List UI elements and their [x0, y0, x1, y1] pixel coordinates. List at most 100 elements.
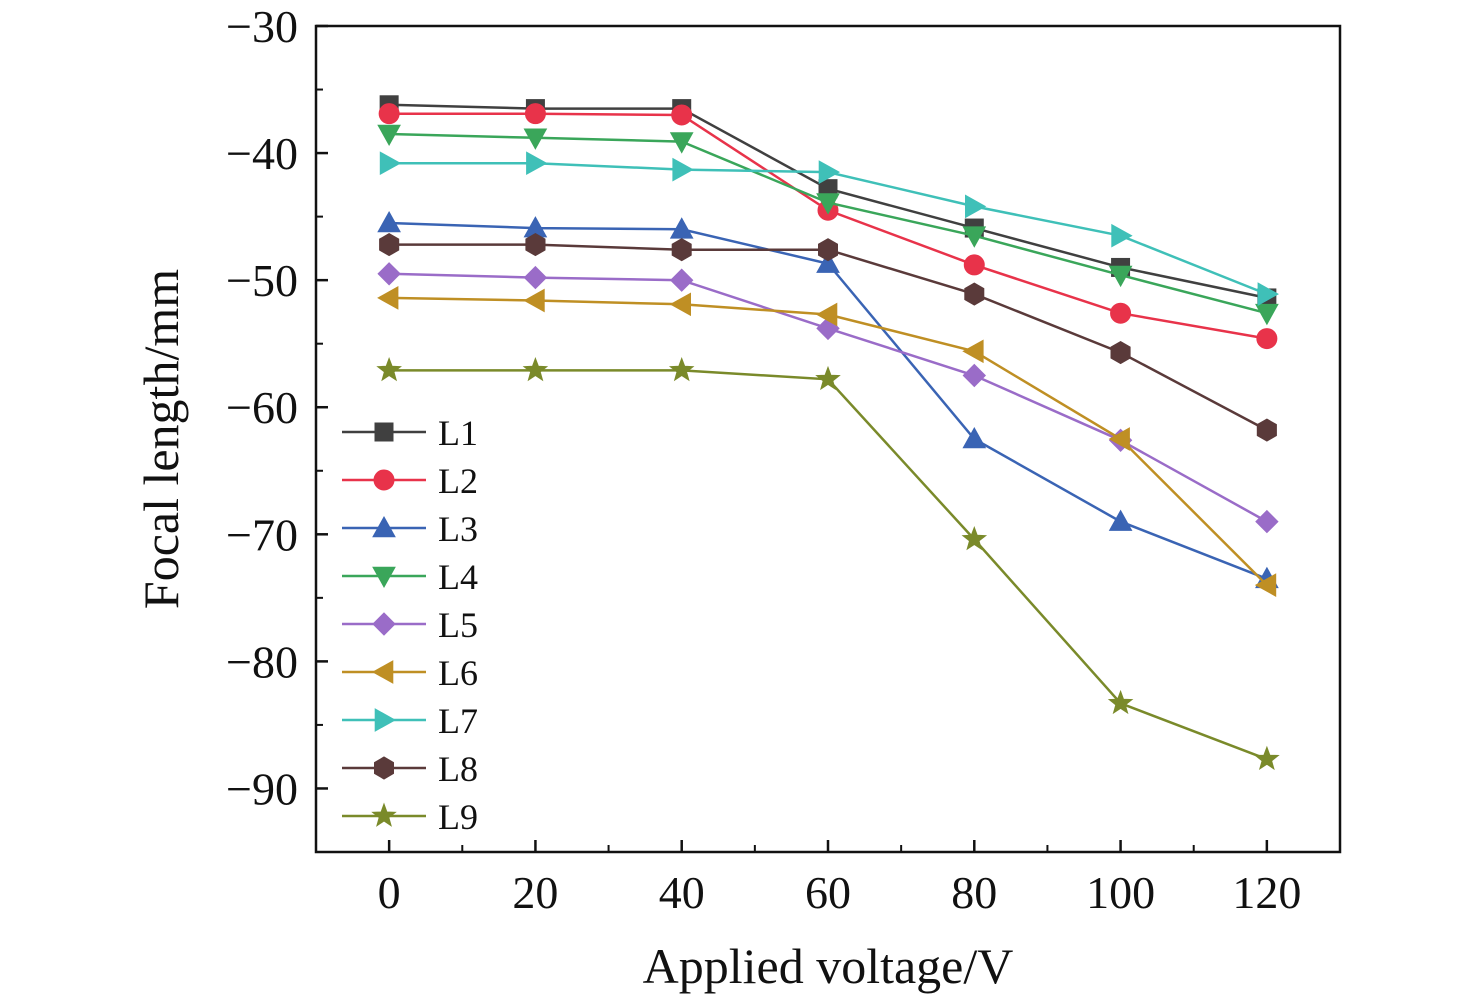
legend-label: L3 [438, 509, 478, 549]
data-point-L2 [963, 254, 985, 276]
data-point-L9 [668, 356, 695, 382]
series-L3 [377, 210, 1279, 589]
data-point-L2 [524, 103, 546, 125]
data-point-L7 [379, 151, 402, 176]
legend-item-L3: L3 [342, 509, 478, 549]
y-tick-label: −90 [226, 763, 298, 814]
legend-label: L5 [438, 605, 478, 645]
data-point-L9 [376, 356, 402, 382]
legend-item-L6: L6 [342, 653, 478, 693]
data-point-L9 [961, 525, 988, 551]
data-point-L9 [1107, 689, 1134, 715]
data-point-L3 [816, 251, 840, 273]
data-point-L8 [525, 233, 546, 257]
data-point-L2 [671, 104, 693, 126]
data-point-L6 [377, 286, 399, 310]
legend-item-L1: L1 [342, 413, 478, 453]
legend-item-L9: L9 [342, 797, 478, 837]
data-point-L7 [526, 151, 548, 176]
y-tick-label: −60 [226, 382, 298, 433]
data-point-L5 [1255, 509, 1279, 534]
legend-marker [371, 802, 397, 827]
x-tick-label: 40 [659, 867, 705, 918]
data-point-L6 [1254, 573, 1277, 597]
data-point-L2 [1256, 328, 1278, 350]
legend-marker [374, 708, 397, 732]
data-point-L7 [1257, 282, 1279, 306]
legend-marker [372, 566, 396, 589]
data-point-L7 [965, 194, 987, 219]
series-L4 [377, 124, 1279, 326]
y-tick-label: −30 [226, 1, 298, 52]
x-tick-label: 120 [1232, 867, 1301, 918]
data-point-L9 [522, 356, 549, 382]
data-point-L4 [669, 132, 694, 154]
data-point-L8 [379, 233, 400, 257]
data-point-L6 [1108, 427, 1130, 451]
legend-marker [372, 515, 396, 538]
data-point-L6 [523, 288, 545, 313]
data-point-L5 [962, 363, 987, 388]
legend-item-L4: L4 [342, 557, 478, 597]
y-tick-label: −40 [226, 128, 298, 179]
y-tick-label: −70 [226, 509, 298, 560]
series-L8 [379, 233, 1277, 442]
data-point-L8 [964, 282, 985, 306]
data-point-L8 [671, 238, 692, 262]
legend-item-L2: L2 [342, 461, 478, 501]
legend-item-L8: L8 [342, 749, 478, 789]
data-point-L7 [1111, 223, 1133, 248]
x-axis-title: Applied voltage/V [643, 938, 1014, 994]
x-tick-label: 60 [805, 867, 851, 918]
data-point-L4 [1108, 265, 1133, 288]
series-L9 [376, 356, 1280, 771]
data-point-L3 [377, 210, 401, 233]
legend-marker [372, 612, 396, 636]
series-L6 [377, 286, 1277, 597]
legend-marker [374, 422, 394, 442]
legend-label: L1 [438, 413, 478, 453]
series-line-L9 [389, 369, 1268, 761]
data-point-L7 [818, 160, 841, 184]
data-point-L8 [1110, 341, 1131, 365]
legend-label: L6 [438, 653, 478, 693]
legend-marker [371, 660, 394, 684]
data-point-L5 [377, 262, 401, 286]
y-tick-label: −80 [226, 636, 298, 687]
legend-marker [374, 756, 394, 780]
axis-ticks: 0 20 40 60 80 100 120 −30 −40 −50 −60 −70 −80 −90 [226, 1, 1341, 918]
series-line-L2 [389, 112, 1268, 340]
data-point-L4 [377, 124, 401, 147]
y-tick-label: −50 [226, 255, 298, 306]
data-point-L3 [1108, 509, 1133, 531]
data-point-L2 [1110, 302, 1132, 324]
x-tick-label: 20 [512, 867, 558, 918]
data-point-L2 [378, 103, 400, 125]
y-axis-title: Focal length/mm [133, 269, 189, 609]
data-point-L4 [523, 128, 548, 150]
legend-label: L9 [438, 797, 478, 837]
legend-label: L8 [438, 749, 478, 789]
legend: L1 L2 L3 L4 L5 L6 L7 L8 L9 [342, 413, 478, 837]
x-tick-label: 80 [951, 867, 997, 918]
legend-item-L5: L5 [342, 605, 478, 645]
data-point-L6 [669, 292, 691, 317]
x-tick-label: 0 [378, 867, 401, 918]
data-point-L6 [815, 302, 838, 327]
data-point-L8 [818, 238, 838, 262]
data-point-L6 [962, 339, 984, 364]
legend-label: L2 [438, 461, 478, 501]
data-point-L8 [1256, 418, 1277, 442]
legend-label: L4 [438, 557, 478, 597]
data-point-L9 [815, 365, 841, 391]
data-point-L5 [523, 265, 548, 290]
data-point-L5 [669, 268, 694, 292]
legend-label: L7 [438, 701, 478, 741]
legend-item-L7: L7 [342, 701, 478, 741]
data-point-L3 [962, 426, 987, 449]
data-point-L4 [816, 193, 840, 215]
x-tick-label: 100 [1086, 867, 1155, 918]
series-L7 [379, 151, 1279, 306]
data-point-L4 [1255, 303, 1279, 326]
